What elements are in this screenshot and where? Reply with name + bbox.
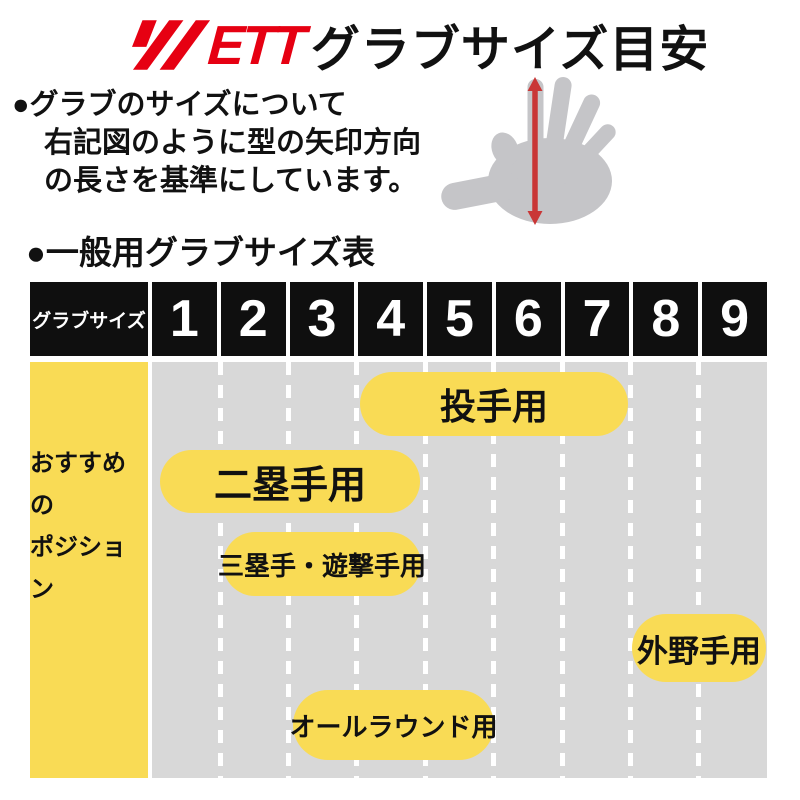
intro-text: ●グラブのサイズについて 右記図のように型の矢印方向 の長さを基準にしています。 xyxy=(12,86,421,200)
grid-divider-1-2 xyxy=(217,362,223,778)
size-header-2: 2 xyxy=(220,282,286,356)
size-header-5: 5 xyxy=(427,282,492,356)
glove-size-table: グラブサイズ 1 2 3 4 5 6 7 8 9 おすすめの ポジション xyxy=(30,282,768,778)
title-row: ETT グラブサイズ目安 xyxy=(112,13,709,77)
size-grid: 投手用 二塁手用 三塁手・遊撃手用 外野手用 オールラウンド用 xyxy=(152,362,767,778)
size-header-3: 3 xyxy=(289,282,355,356)
intro-line-2: 右記図のように型の矢印方向 xyxy=(44,127,422,159)
table-section-heading: ●一般用グラブサイズ表 xyxy=(26,234,375,271)
position-pill-third-shortstop: 三塁手・遊撃手用 xyxy=(218,532,426,596)
position-pill-allround: オールラウンド用 xyxy=(290,690,498,760)
row-label-cell: おすすめの ポジション xyxy=(30,362,148,778)
intro-line-3: の長さを基準にしています。 xyxy=(44,165,418,197)
size-header-4: 4 xyxy=(358,282,424,356)
intro-line-1: ●グラブのサイズについて xyxy=(12,89,347,121)
hand-figure-svg xyxy=(441,76,616,225)
glove-hand-illustration xyxy=(438,73,668,233)
hand-silhouette xyxy=(441,76,616,224)
size-body-row: おすすめの ポジション 投手用 二塁手用 三塁手・遊撃手用 外野手用 オールラウ… xyxy=(30,362,767,778)
row-label-line-2: ポジション xyxy=(30,534,126,603)
grid-divider-6-7 xyxy=(559,362,565,778)
position-pill-outfield: 外野手用 xyxy=(632,614,766,682)
position-pill-second-base: 二塁手用 xyxy=(160,450,420,513)
position-pill-pitcher: 投手用 xyxy=(360,372,628,436)
size-header-8: 8 xyxy=(633,282,699,356)
zett-logo-text: ETT xyxy=(205,13,306,76)
size-header-7: 7 xyxy=(564,282,630,356)
zett-z-mark-icon xyxy=(132,20,211,70)
grid-divider-5-6 xyxy=(491,362,497,778)
zett-logo: ETT xyxy=(112,13,306,76)
grid-divider-8-9 xyxy=(696,362,702,778)
grid-divider-4-5 xyxy=(422,362,428,778)
size-header-6: 6 xyxy=(495,282,561,356)
grid-divider-7-8 xyxy=(627,362,633,778)
row-label-line-1: おすすめの xyxy=(30,450,126,519)
size-header-row: グラブサイズ 1 2 3 4 5 6 7 8 9 xyxy=(30,282,768,356)
page-title: グラブサイズ目安 xyxy=(310,22,710,77)
size-header-9: 9 xyxy=(702,282,768,356)
size-header-1: 1 xyxy=(152,282,217,356)
corner-header-cell: グラブサイズ xyxy=(30,282,148,356)
length-arrow-icon xyxy=(527,77,543,225)
